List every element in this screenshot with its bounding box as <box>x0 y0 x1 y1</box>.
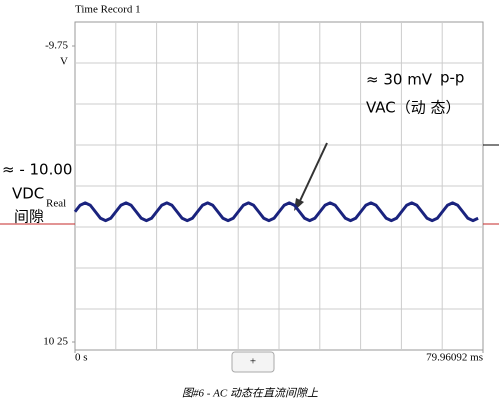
caption: 图#6 - AC 动态在直流间隙上 <box>182 387 319 400</box>
annotation: ≈ - 10.00 <box>2 161 72 179</box>
x-tick-label: 0 s <box>75 352 88 364</box>
arrow <box>298 142 328 204</box>
annotation: ≈ 30 mV <box>366 71 433 89</box>
y-tick-label: 10 25 <box>43 336 68 348</box>
y-tick-label: -9.75 <box>45 40 68 52</box>
y-unit: V <box>60 56 68 68</box>
annotation: p-p <box>440 69 464 87</box>
annotation: VDC <box>12 185 44 203</box>
annotation: 间隙 <box>14 208 44 226</box>
add-button-label[interactable]: + <box>250 356 256 368</box>
annotation: VAC（动 态） <box>366 99 461 117</box>
grid <box>75 22 483 350</box>
add-button[interactable] <box>231 351 275 373</box>
line-series <box>73 201 479 223</box>
x-tick-label: 79.96092 ms <box>426 352 483 364</box>
legend-label: Real <box>46 198 66 210</box>
chart-title: Time Record 1 <box>75 4 141 16</box>
